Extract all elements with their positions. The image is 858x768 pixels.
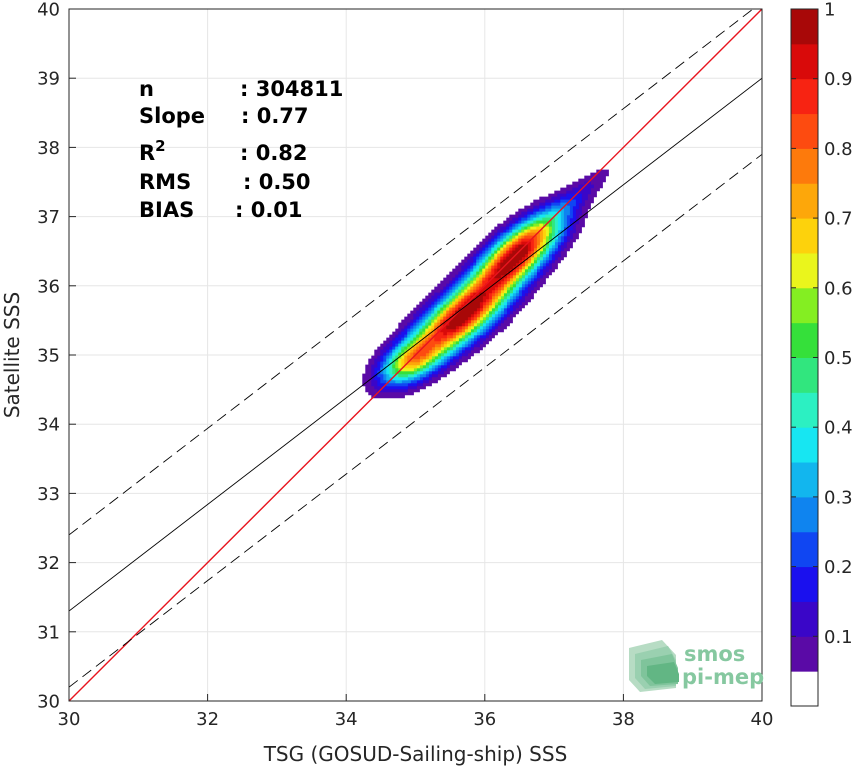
stat-label: RMS xyxy=(139,170,191,194)
smos-pi-mep-logo: smos pi-mep xyxy=(629,640,764,692)
colorbar-segment xyxy=(791,671,818,706)
logo-text-smos: smos xyxy=(684,642,745,666)
y-tick-label: 32 xyxy=(37,553,60,574)
y-tick-label: 31 xyxy=(37,622,60,643)
colorbar-tick-label: 0.5 xyxy=(824,348,853,369)
colorbar-segment xyxy=(791,113,818,149)
stat-label: R2 xyxy=(139,137,166,165)
colorbar-segment xyxy=(791,78,818,115)
x-tick-label: 38 xyxy=(612,709,635,730)
colorbar-segment xyxy=(791,43,818,80)
stat-value: : 0.50 xyxy=(243,170,311,194)
x-tick-label: 30 xyxy=(58,709,81,730)
colorbar-segment xyxy=(791,566,818,602)
stat-label: Slope xyxy=(139,104,205,128)
colorbar xyxy=(790,8,819,707)
colorbar-tick-label: 0.8 xyxy=(824,139,853,160)
y-tick-label: 39 xyxy=(37,69,60,90)
stat-value: : 0.01 xyxy=(235,198,303,222)
y-tick-label: 36 xyxy=(37,276,60,297)
y-axis-ticks: 30 31 32 33 34 35 36 37 38 39 40 xyxy=(37,0,76,713)
colorbar-segment xyxy=(791,322,818,358)
y-tick-label: 30 xyxy=(37,692,60,713)
colorbar-segment xyxy=(791,9,818,45)
stat-value: : 0.82 xyxy=(240,141,308,165)
colorbar-segment xyxy=(791,218,818,254)
y-tick-label: 40 xyxy=(37,0,60,21)
x-tick-label: 34 xyxy=(335,709,358,730)
colorbar-segment xyxy=(791,496,818,533)
logo-text-pi-mep: pi-mep xyxy=(682,665,764,689)
colorbar-tick-label: 0.4 xyxy=(824,418,853,439)
stat-label: BIAS xyxy=(139,198,194,222)
y-tick-label: 35 xyxy=(37,346,60,367)
colorbar-ticks: 0.1 0.2 0.3 0.4 0.5 0.6 0.7 0.8 0.9 1 xyxy=(791,0,853,648)
stat-label: n xyxy=(139,77,154,101)
y-tick-label: 34 xyxy=(37,415,60,436)
reference-lines xyxy=(69,9,762,701)
x-tick-label: 32 xyxy=(196,709,219,730)
y-tick-label: 38 xyxy=(37,138,60,159)
stat-value: : 304811 xyxy=(240,77,343,101)
colorbar-segment xyxy=(791,392,818,428)
colorbar-segment xyxy=(791,636,818,672)
colorbar-tick-label: 0.6 xyxy=(824,278,853,299)
colorbar-segment xyxy=(791,427,818,463)
colorbar-tick-label: 0.9 xyxy=(824,69,853,90)
colorbar-tick-label: 0.3 xyxy=(824,487,853,508)
colorbar-tick-label: 0.2 xyxy=(824,557,853,578)
colorbar-tick-label: 0.1 xyxy=(824,627,853,648)
colorbar-segment xyxy=(791,183,818,219)
y-tick-label: 33 xyxy=(37,484,60,505)
statistics-box: n : 304811 Slope : 0.77 R2 : 0.82 RMS : 0.50 BIA… xyxy=(139,77,343,222)
lower-bound-line xyxy=(69,153,762,688)
identity-line xyxy=(69,9,762,701)
stat-value: : 0.77 xyxy=(241,104,309,128)
x-tick-label: 36 xyxy=(473,709,496,730)
colorbar-segment xyxy=(791,357,818,393)
colorbar-segment xyxy=(791,287,818,324)
grid-lines xyxy=(68,8,763,702)
colorbar-segment xyxy=(791,601,818,637)
logo-mark-icon xyxy=(629,640,679,692)
colorbar-segment xyxy=(791,252,818,289)
colorbar-segment xyxy=(791,531,818,568)
x-axis-label: TSG (GOSUD-Sailing-ship) SSS xyxy=(263,742,568,766)
colorbar-tick-label: 0.7 xyxy=(824,209,853,230)
density-level-19 xyxy=(446,244,528,330)
x-tick-label: 40 xyxy=(751,709,774,730)
colorbar-segment xyxy=(791,148,818,184)
x-axis-ticks: 30 32 34 36 38 40 xyxy=(58,694,774,730)
fit-line xyxy=(69,77,762,612)
colorbar-segment xyxy=(791,462,818,498)
y-tick-label: 37 xyxy=(37,207,60,228)
y-axis-label: Satellite SSS xyxy=(0,292,24,418)
upper-bound-line xyxy=(69,9,754,536)
colorbar-tick-label: 1 xyxy=(824,0,835,21)
